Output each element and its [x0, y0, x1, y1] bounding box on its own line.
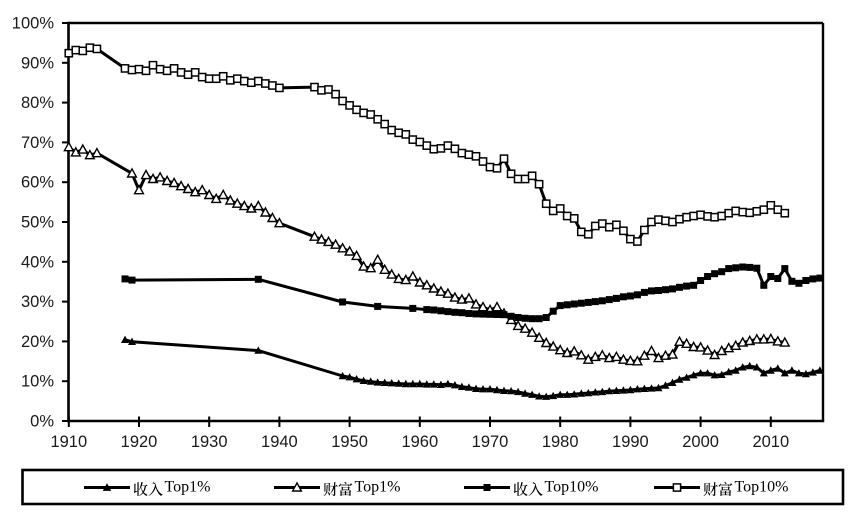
svg-text:1910: 1910 [50, 433, 87, 451]
svg-text:90%: 90% [21, 54, 54, 72]
svg-text:100%: 100% [12, 15, 55, 33]
svg-text:70%: 70% [21, 134, 54, 152]
svg-text:2000: 2000 [682, 433, 719, 451]
svg-text:60%: 60% [21, 174, 54, 192]
svg-text:20%: 20% [21, 333, 54, 351]
svg-text:50%: 50% [21, 214, 54, 232]
svg-text:30%: 30% [21, 293, 54, 311]
svg-text:Top10%: Top10% [545, 479, 599, 496]
svg-text:1970: 1970 [472, 433, 509, 451]
svg-text:Top1%: Top1% [165, 479, 211, 496]
svg-text:1950: 1950 [331, 433, 368, 451]
svg-text:2010: 2010 [752, 433, 789, 451]
svg-text:1980: 1980 [542, 433, 579, 451]
svg-text:1930: 1930 [191, 433, 228, 451]
svg-text:1990: 1990 [612, 433, 649, 451]
svg-text:0%: 0% [30, 413, 54, 431]
svg-text:1940: 1940 [261, 433, 298, 451]
svg-text:10%: 10% [21, 373, 54, 391]
svg-text:1920: 1920 [121, 433, 158, 451]
svg-text:80%: 80% [21, 94, 54, 112]
svg-text:Top10%: Top10% [735, 479, 789, 496]
svg-text:Top1%: Top1% [355, 479, 401, 496]
svg-text:1960: 1960 [401, 433, 438, 451]
svg-text:40%: 40% [21, 253, 54, 271]
